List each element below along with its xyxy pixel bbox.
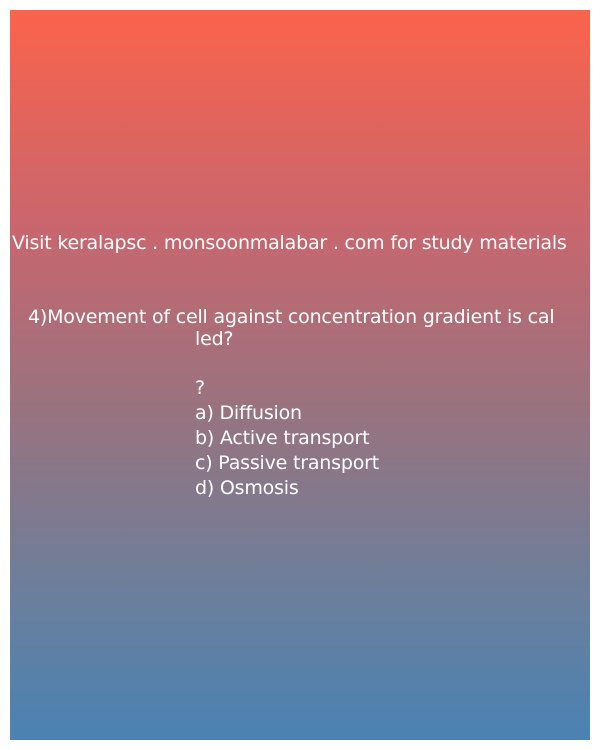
question-card: Visit keralapsc . monsoonmalabar . com f… — [10, 10, 590, 740]
answer-marker: ? — [195, 377, 205, 399]
options-list: ? a) Diffusion b) Active transport c) Pa… — [195, 376, 379, 501]
promo-text: Visit keralapsc . monsoonmalabar . com f… — [12, 232, 567, 254]
option-c: c) Passive transport — [195, 452, 379, 474]
question-line-1: 4)Movement of cell against concentration… — [28, 306, 555, 328]
option-b: b) Active transport — [195, 427, 370, 449]
option-a: a) Diffusion — [195, 402, 302, 424]
question-line-2: led? — [195, 328, 234, 350]
question-text: 4)Movement of cell against concentration… — [28, 306, 590, 350]
option-d: d) Osmosis — [195, 477, 299, 499]
